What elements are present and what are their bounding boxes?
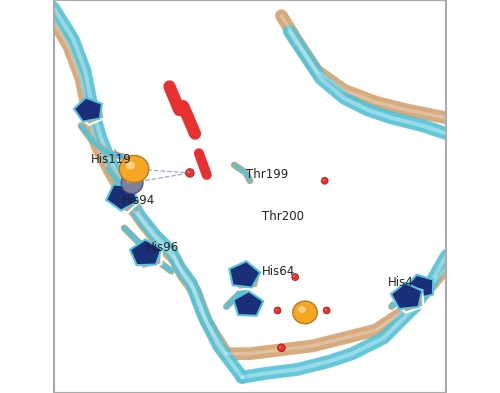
Ellipse shape [126,176,132,183]
Ellipse shape [292,301,318,324]
Ellipse shape [280,346,281,348]
Ellipse shape [323,179,324,181]
Polygon shape [110,186,141,213]
Text: His4: His4 [388,276,413,290]
Polygon shape [76,101,104,125]
Polygon shape [393,286,424,313]
Polygon shape [391,283,422,309]
Polygon shape [230,264,262,290]
Polygon shape [106,185,138,211]
Ellipse shape [278,344,285,352]
Ellipse shape [324,309,326,310]
Text: His64: His64 [262,264,295,278]
Text: Thr200: Thr200 [262,209,304,223]
Polygon shape [74,97,102,122]
Ellipse shape [323,307,330,314]
Ellipse shape [274,307,281,314]
Ellipse shape [120,155,149,182]
Polygon shape [230,261,260,288]
Text: His96: His96 [146,241,179,254]
Polygon shape [132,242,162,269]
Ellipse shape [122,172,143,193]
Polygon shape [130,239,162,265]
Ellipse shape [126,161,135,170]
Ellipse shape [188,171,190,173]
Ellipse shape [276,309,278,310]
Polygon shape [406,275,433,299]
Polygon shape [234,291,263,316]
Text: His94: His94 [122,194,156,207]
Ellipse shape [292,274,298,281]
Ellipse shape [186,169,194,177]
Ellipse shape [298,306,306,313]
Text: Thr199: Thr199 [246,168,288,182]
FancyBboxPatch shape [54,0,446,393]
Ellipse shape [321,177,328,184]
Text: His119: His119 [91,152,132,166]
Ellipse shape [294,275,295,277]
